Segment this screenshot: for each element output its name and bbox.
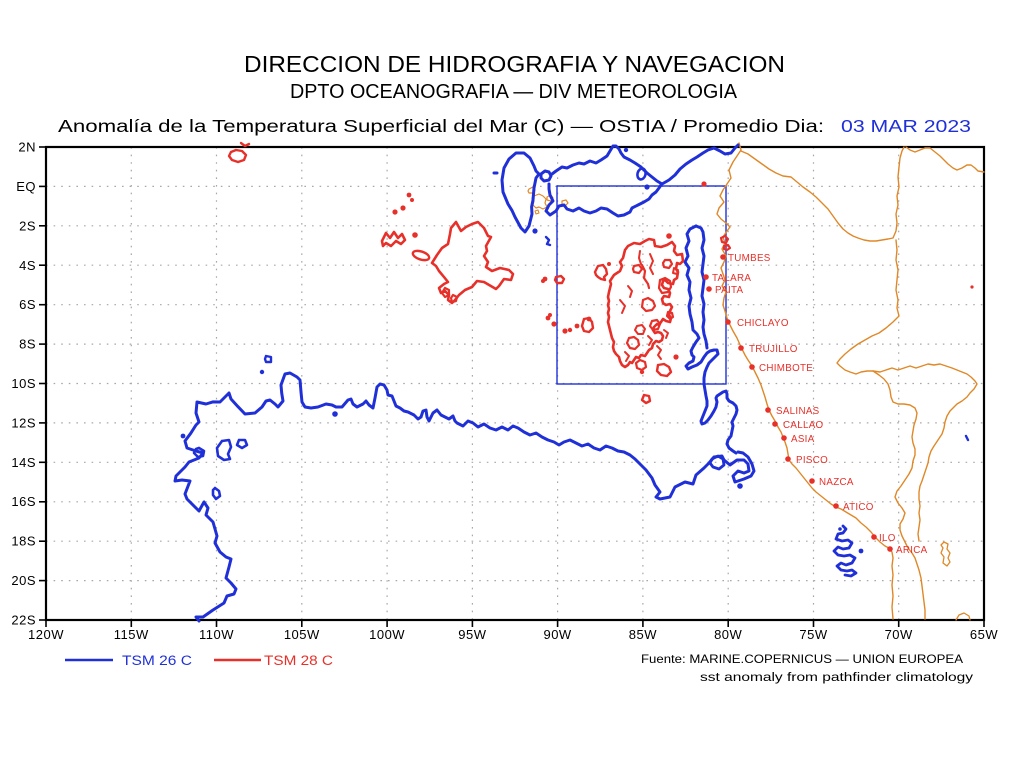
svg-text:Anomalía de la Temperatura Sup: Anomalía de la Temperatura Superficial d… [58,116,824,136]
svg-text:105W: 105W [284,627,320,642]
svg-text:sst anomaly from pathfinder cl: sst anomaly from pathfinder climatology [700,670,974,684]
svg-text:100W: 100W [369,627,405,642]
svg-text:2S: 2S [19,218,36,233]
svg-text:4S: 4S [19,258,36,273]
svg-text:NAZCA: NAZCA [819,477,854,488]
svg-text:SALINAS: SALINAS [776,406,820,417]
svg-text:03 MAR 2023: 03 MAR 2023 [841,116,971,136]
svg-text:DPTO OCEANOGRAFIA — DIV METEOR: DPTO OCEANOGRAFIA — DIV METEOROLOGIA [290,81,738,103]
svg-text:DIRECCION DE HIDROGRAFIA Y NAV: DIRECCION DE HIDROGRAFIA Y NAVEGACION [244,51,785,77]
svg-text:70W: 70W [885,627,913,642]
svg-text:TSM 28 C: TSM 28 C [264,653,333,668]
svg-text:85W: 85W [629,627,657,642]
svg-text:Fuente: MARINE.COPERNICUS — UN: Fuente: MARINE.COPERNICUS — UNION EUROPE… [641,652,964,666]
svg-text:TUMBES: TUMBES [728,253,771,264]
svg-text:TALARA: TALARA [712,273,751,284]
svg-text:8S: 8S [19,337,36,352]
svg-text:ILO: ILO [879,533,896,544]
svg-text:CALLAO: CALLAO [783,420,824,431]
svg-text:90W: 90W [543,627,571,642]
svg-text:20S: 20S [11,573,36,588]
svg-text:110W: 110W [199,627,234,642]
svg-text:EQ: EQ [16,179,36,194]
svg-text:ARICA: ARICA [896,545,928,556]
svg-text:ATICO: ATICO [843,502,874,513]
svg-text:10S: 10S [11,376,36,391]
svg-text:PAITA: PAITA [715,285,744,296]
svg-text:ASIA: ASIA [791,434,815,445]
svg-text:CHICLAYO: CHICLAYO [737,318,789,329]
svg-text:TSM 26 C: TSM 26 C [122,653,192,668]
svg-text:16S: 16S [11,494,36,509]
svg-text:6S: 6S [19,297,36,312]
svg-text:120W: 120W [28,627,64,642]
svg-text:95W: 95W [458,627,486,642]
svg-text:2N: 2N [18,140,36,155]
svg-text:115W: 115W [114,627,149,642]
svg-text:TRUJILLO: TRUJILLO [749,344,798,355]
svg-text:75W: 75W [799,627,827,642]
svg-text:18S: 18S [11,534,36,549]
svg-text:22S: 22S [11,613,36,628]
svg-text:80W: 80W [714,627,742,642]
svg-text:12S: 12S [11,415,36,430]
svg-text:CHIMBOTE: CHIMBOTE [759,363,813,374]
svg-text:PISCO: PISCO [796,455,828,466]
svg-text:65W: 65W [970,627,998,642]
svg-text:14S: 14S [11,455,36,470]
